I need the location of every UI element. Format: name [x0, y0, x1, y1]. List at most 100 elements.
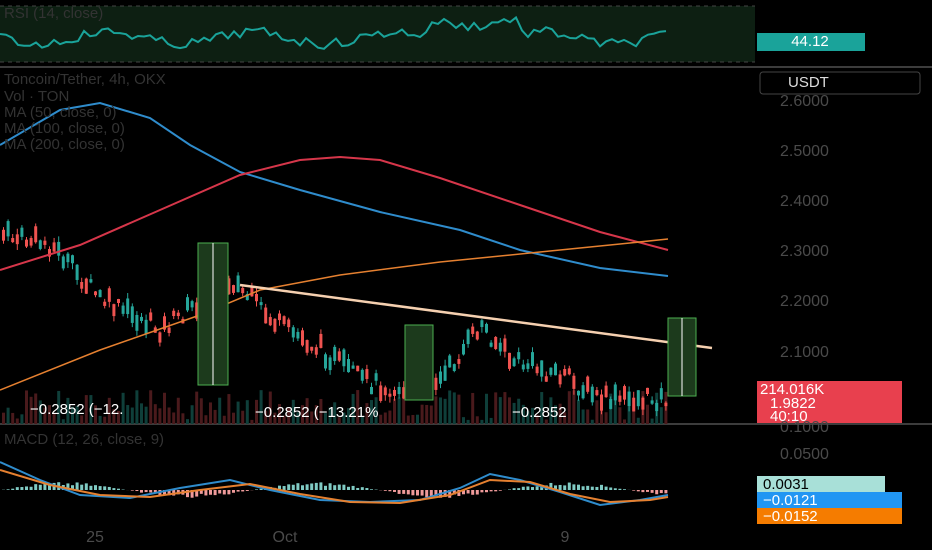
candle [167, 327, 171, 333]
ma-legend: MA (50, close, 0) [4, 104, 117, 121]
volume-bar [397, 397, 401, 424]
candle [360, 369, 364, 381]
candle [319, 333, 323, 348]
candle [480, 320, 484, 328]
volume-bar [347, 408, 350, 424]
measure: −0.2852 [512, 404, 567, 421]
macd-hist [287, 484, 291, 490]
volume-bar [153, 404, 157, 424]
volume-bar [388, 410, 392, 424]
macd-hist [448, 490, 452, 498]
candle [61, 256, 65, 269]
macd-hist [498, 490, 502, 491]
volume-bar [531, 407, 534, 424]
volume-bar [84, 395, 88, 424]
volume-bar [485, 393, 488, 424]
volume-bar [466, 419, 470, 424]
candle [659, 388, 663, 400]
volume-bar [425, 404, 429, 424]
volume-bar [218, 397, 222, 424]
macd-hist [636, 490, 640, 492]
volume-bar [581, 409, 585, 424]
candle [103, 301, 107, 306]
volume-bar [2, 412, 5, 424]
macd-hist [29, 486, 33, 490]
volume-bar [25, 390, 28, 424]
candle [521, 364, 525, 370]
volume-bar [61, 419, 65, 424]
macd-hist [462, 490, 465, 495]
volume-bar [554, 405, 557, 424]
volume-bar [6, 407, 10, 424]
volume-bar [480, 419, 484, 424]
volume-bar [29, 396, 33, 424]
candle [448, 355, 452, 368]
volume-bar [439, 397, 442, 424]
macd-hist [383, 490, 387, 491]
volume-bar [264, 410, 268, 424]
price-label: 2.4000 [780, 193, 829, 210]
candle [563, 368, 567, 376]
volume-bar [342, 412, 346, 424]
volume-bar [255, 399, 258, 424]
candle [195, 302, 199, 319]
macd-hist [360, 487, 364, 490]
macd-hist [43, 483, 47, 490]
macd-hist [485, 490, 488, 493]
volume-bar [604, 412, 608, 424]
volume-bar [245, 400, 249, 424]
volume-bar [20, 414, 24, 424]
macd-hist [595, 486, 599, 490]
candle [278, 313, 281, 321]
volume-bar [227, 394, 231, 424]
candle [34, 226, 38, 243]
candle [84, 278, 88, 294]
candle [485, 323, 488, 333]
macd-hist [135, 490, 139, 492]
candle [310, 346, 314, 351]
volume-bar [636, 417, 640, 424]
macd-hist [305, 484, 309, 490]
candle [75, 264, 79, 280]
candle [301, 330, 304, 346]
ma200 [0, 238, 669, 391]
volume-bar [89, 395, 93, 424]
volume-bar [38, 400, 42, 424]
volume-bar [471, 392, 475, 424]
candle [498, 342, 502, 352]
macd-hist [107, 486, 111, 490]
candle [434, 377, 438, 390]
candle [494, 336, 498, 349]
macd-hist [232, 490, 235, 493]
price-label: 2.2000 [780, 293, 829, 310]
macd-hist [98, 486, 102, 490]
volume-bar [393, 398, 396, 424]
candle [609, 399, 613, 409]
macd-hist [66, 483, 70, 490]
macd-hist [475, 490, 479, 495]
currency-button[interactable] [759, 71, 921, 95]
macd-hist [558, 484, 562, 490]
rsi-band [0, 6, 755, 62]
volume-bar [94, 405, 97, 424]
macd-hist [356, 487, 360, 490]
macd-hist [512, 488, 516, 490]
time-label: 9 [561, 529, 570, 546]
candle [241, 287, 245, 294]
volume-bar [282, 415, 286, 424]
candle [333, 346, 337, 362]
currency[interactable]: USDT [788, 74, 829, 91]
candle [572, 375, 576, 389]
volume-bar [75, 405, 79, 424]
volume-bar [213, 409, 217, 424]
volume-bar [222, 415, 226, 424]
candles [2, 219, 668, 424]
rsi-title: RSI (14, close) [4, 5, 103, 22]
macd-hist [6, 489, 10, 490]
macd-hist [112, 488, 116, 490]
macd-hist [11, 488, 15, 490]
macd-hist [600, 484, 603, 490]
volume-bar [521, 404, 525, 424]
